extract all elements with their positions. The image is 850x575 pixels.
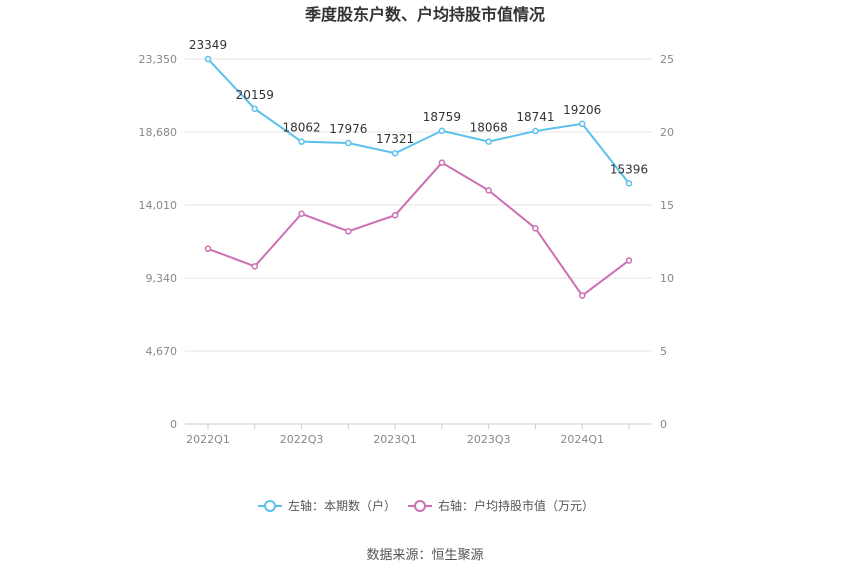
data-point bbox=[485, 187, 492, 194]
data-label: 19206 bbox=[563, 103, 601, 117]
series-line-avg-value bbox=[207, 161, 630, 297]
data-label: 17976 bbox=[329, 122, 367, 136]
right-tick-label: 10 bbox=[660, 272, 674, 285]
x-tick-label: 2024Q1 bbox=[560, 433, 604, 446]
data-label: 18759 bbox=[423, 110, 461, 124]
x-tick-label: 2023Q1 bbox=[373, 433, 417, 446]
data-label: 17321 bbox=[376, 132, 414, 146]
data-point bbox=[345, 139, 352, 147]
data-point bbox=[532, 127, 539, 135]
left-tick-label: 0 bbox=[170, 418, 177, 431]
data-label: 18062 bbox=[282, 121, 320, 135]
data-point bbox=[485, 138, 492, 145]
legend-item-avg-value[interactable]: 右轴：户均持股市值（万元） bbox=[408, 498, 594, 513]
right-tick-label: 5 bbox=[660, 345, 667, 358]
left-tick-label: 23,350 bbox=[139, 53, 178, 66]
data-label: 23349 bbox=[189, 38, 227, 52]
data-point bbox=[578, 292, 586, 299]
data-point bbox=[251, 105, 259, 113]
legend-marker-icon bbox=[264, 500, 276, 512]
legend-marker-icon bbox=[414, 500, 426, 512]
data-point bbox=[204, 245, 212, 253]
left-tick-label: 14,010 bbox=[139, 199, 178, 212]
series-layer: 23349 20159 18062 17976 17321 18759 18068 18741… bbox=[189, 38, 648, 299]
legend[interactable]: 左轴：本期数（户） 右轴：户均持股市值（万元） bbox=[258, 498, 594, 513]
series-line-holders bbox=[207, 58, 630, 184]
data-point bbox=[298, 210, 305, 218]
right-tick-label: 0 bbox=[660, 418, 667, 431]
data-label: 18068 bbox=[470, 121, 508, 135]
left-tick-label: 4,670 bbox=[146, 345, 178, 358]
data-point bbox=[391, 149, 399, 157]
x-tick-label: 2023Q3 bbox=[467, 433, 511, 446]
x-tick-label: 2022Q3 bbox=[280, 433, 324, 446]
legend-item-holders[interactable]: 左轴：本期数（户） bbox=[258, 498, 396, 513]
legend-label: 右轴：户均持股市值（万元） bbox=[438, 498, 594, 513]
data-point bbox=[625, 257, 633, 264]
left-tick-label: 9,340 bbox=[146, 272, 178, 285]
data-point bbox=[438, 159, 446, 166]
data-point bbox=[251, 263, 259, 270]
right-y-axis: 0 5 10 15 20 25 bbox=[660, 53, 674, 431]
legend-label: 左轴：本期数（户） bbox=[288, 498, 396, 513]
chart-title: 季度股东户数、户均持股市值情况 bbox=[304, 5, 545, 24]
data-point bbox=[532, 225, 539, 232]
data-point bbox=[438, 127, 446, 135]
data-point bbox=[345, 228, 352, 235]
data-label: 20159 bbox=[236, 88, 274, 102]
data-point bbox=[625, 180, 633, 187]
data-label: 15396 bbox=[610, 162, 648, 176]
right-tick-label: 25 bbox=[660, 53, 674, 66]
data-label: 18741 bbox=[516, 110, 554, 124]
right-tick-label: 20 bbox=[660, 126, 674, 139]
source-note: 数据来源：恒生聚源 bbox=[366, 548, 483, 563]
left-tick-label: 18,680 bbox=[139, 126, 178, 139]
left-y-axis: 0 4,670 9,340 14,010 18,680 23,350 bbox=[139, 53, 178, 431]
x-tick-label: 2022Q1 bbox=[186, 433, 230, 446]
data-point bbox=[391, 211, 399, 219]
right-tick-label: 15 bbox=[660, 199, 674, 212]
grid-lines bbox=[185, 58, 652, 425]
data-point bbox=[204, 55, 212, 63]
data-point bbox=[578, 120, 586, 128]
x-axis: 2022Q1 2022Q3 2023Q1 2023Q3 2024Q1 bbox=[186, 424, 630, 446]
data-point bbox=[298, 138, 305, 145]
